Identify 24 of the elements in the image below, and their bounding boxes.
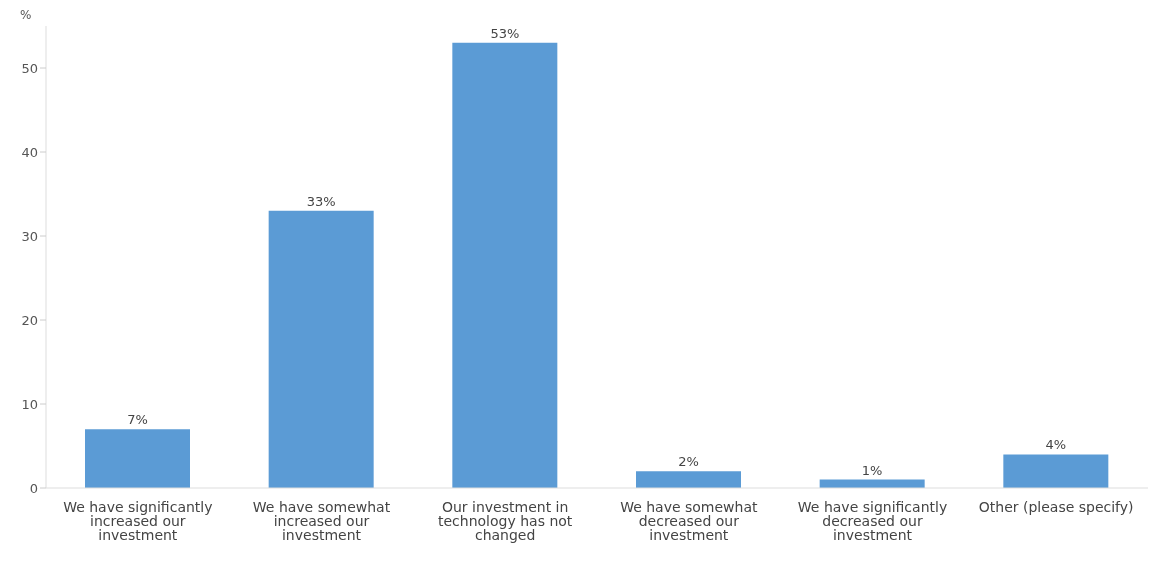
y-tick-label: 50 <box>21 60 38 76</box>
bar <box>1003 454 1109 488</box>
data-label: 4% <box>1045 437 1067 453</box>
data-label: 53% <box>490 25 520 41</box>
x-tick-label: We have somewhat increased our investment <box>252 498 391 543</box>
x-tick-label: We have significantly increased our investment <box>63 498 213 543</box>
y-tick-label: 10 <box>21 396 38 412</box>
data-label: 2% <box>678 454 699 470</box>
y-tick-label: 0 <box>29 480 38 496</box>
bar <box>452 42 558 488</box>
x-tick-label: Our investment in technology has not changed <box>438 498 573 543</box>
x-tick-label: We have somewhat decreased our investment <box>620 498 759 543</box>
data-label: 33% <box>306 193 336 209</box>
data-label: 1% <box>861 462 883 478</box>
y-tick-label: 40 <box>21 144 38 160</box>
y-tick-label: 30 <box>21 228 38 244</box>
bar <box>268 210 374 488</box>
x-tick-label: We have significantly decreased our investment <box>797 498 948 543</box>
x-tick-label: Other (please specify) <box>978 498 1134 515</box>
data-label: 7% <box>127 412 148 428</box>
y-axis-title: % <box>20 8 32 22</box>
y-tick-label: 20 <box>21 312 38 328</box>
bar <box>85 429 190 488</box>
bar <box>636 471 741 488</box>
